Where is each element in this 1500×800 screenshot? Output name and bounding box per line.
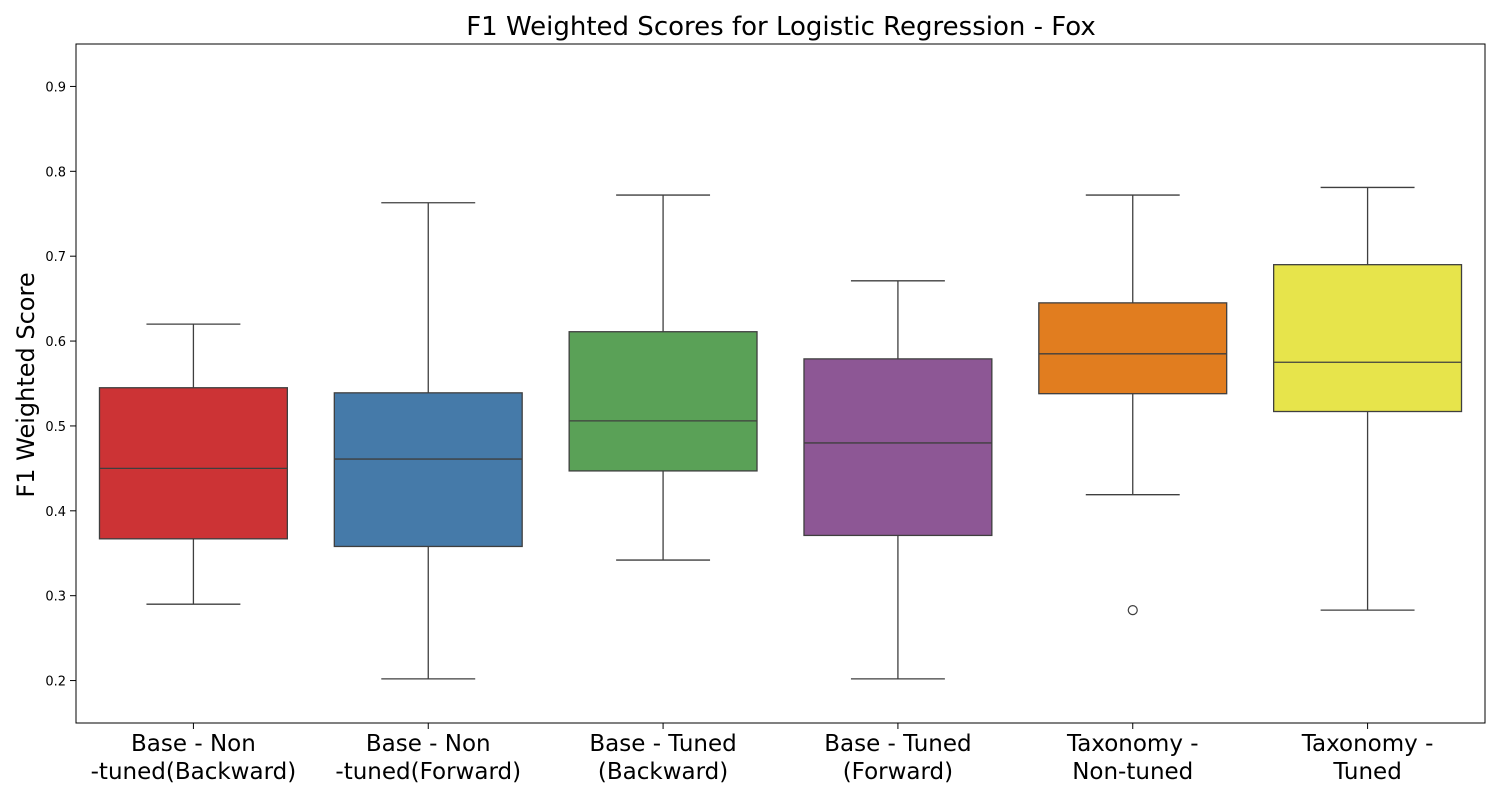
x-tick-label: Base - Tuned (Backward) xyxy=(589,731,736,785)
x-tick-label-line: Tuned xyxy=(1332,759,1401,785)
x-tick-label: Taxonomy -Non-tuned xyxy=(1066,731,1199,785)
y-tick-label: 0.4 xyxy=(45,505,66,520)
x-tick-label-line: Non-tuned xyxy=(1072,759,1193,785)
box-iqr xyxy=(333,392,523,548)
boxes-layer xyxy=(98,186,1463,680)
box-group xyxy=(1273,186,1463,611)
y-tick-label: 0.8 xyxy=(45,165,66,180)
x-tick-label-line: Taxonomy - xyxy=(1066,731,1199,757)
x-tick-label: Base - Non -tuned(Backward) xyxy=(91,731,297,785)
x-tick-label: Base - Non -tuned(Forward) xyxy=(335,731,521,785)
box-iqr xyxy=(98,387,288,540)
box-group xyxy=(333,202,523,680)
y-tick-label: 0.3 xyxy=(45,590,66,605)
chart-title: F1 Weighted Scores for Logistic Regressi… xyxy=(466,12,1096,42)
box-group xyxy=(98,323,288,605)
x-tick-label-line: Base - Tuned xyxy=(589,731,736,757)
box-iqr xyxy=(1273,264,1463,413)
box-group xyxy=(803,280,993,680)
x-tick-label: Taxonomy -Tuned xyxy=(1301,731,1434,785)
x-tick-label-line: Base - Tuned xyxy=(824,731,971,757)
box-group xyxy=(1038,194,1228,616)
plot-frame xyxy=(75,43,1486,724)
x-tick-label-line: (Forward) xyxy=(843,759,953,785)
y-tick-label: 0.9 xyxy=(45,80,66,95)
x-tick-label-line: -tuned(Backward) xyxy=(91,759,297,785)
box-iqr xyxy=(1038,302,1228,395)
x-tick-label-line: -tuned(Forward) xyxy=(335,759,521,785)
y-axis-label: F1 Weighted Score xyxy=(12,272,40,497)
x-tick-label-line: Base - Non xyxy=(366,731,491,757)
box-iqr xyxy=(568,331,758,472)
outlier-point xyxy=(1127,605,1138,616)
y-tick-label: 0.7 xyxy=(45,250,66,265)
x-tick-label: Base - Tuned (Forward) xyxy=(824,731,971,785)
x-axis-ticks: Base - Non -tuned(Backward)Base - Non -tun… xyxy=(91,723,1434,785)
x-tick-label-line: Taxonomy - xyxy=(1301,731,1434,757)
x-tick-label-line: Base - Non xyxy=(131,731,256,757)
y-axis-ticks: 0.2 0.3 0.4 0.5 0.6 0.7 0.8 0.9 xyxy=(45,80,76,690)
y-tick-label: 0.2 xyxy=(45,675,66,690)
y-tick-label: 0.6 xyxy=(45,335,66,350)
box-group xyxy=(568,194,758,561)
box-iqr xyxy=(803,358,993,537)
y-tick-label: 0.5 xyxy=(45,420,66,435)
x-tick-label-line: (Backward) xyxy=(598,759,728,785)
